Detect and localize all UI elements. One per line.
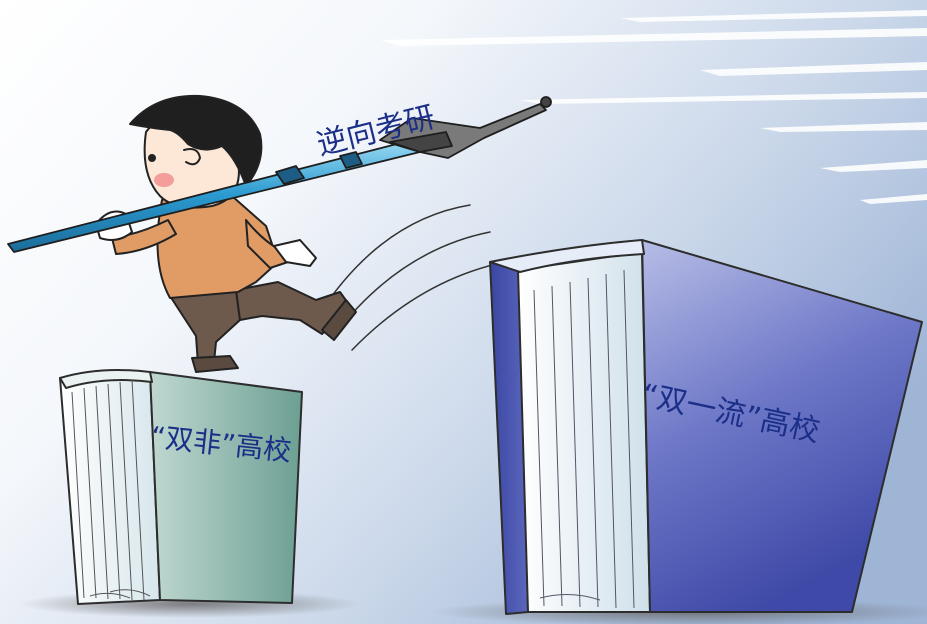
pen-band-2 xyxy=(339,151,363,169)
right-hand xyxy=(273,239,317,267)
left-book-page-lines xyxy=(71,379,151,601)
pen-javelin xyxy=(7,96,552,253)
left-book-top-edge xyxy=(59,369,153,389)
hair xyxy=(129,94,263,187)
pen-nib-shade xyxy=(389,131,453,153)
right-book-page-lines xyxy=(533,269,635,609)
left-book xyxy=(59,369,303,605)
right-arm xyxy=(245,219,289,269)
right-shoe xyxy=(321,299,357,341)
left-shoe xyxy=(191,355,239,373)
left-book-pages xyxy=(59,371,161,605)
pen-tip xyxy=(540,96,552,108)
right-book xyxy=(489,239,923,615)
pen-band-1 xyxy=(275,165,305,185)
right-book-cover xyxy=(641,239,923,613)
left-arm xyxy=(111,219,177,255)
wind-streaks xyxy=(380,10,927,204)
right-book-pages xyxy=(517,251,651,613)
eye xyxy=(148,154,156,162)
ear xyxy=(183,148,201,166)
left-book-cover xyxy=(149,371,303,604)
right-book-top-edge xyxy=(489,239,645,273)
cheek-blush xyxy=(154,173,174,187)
